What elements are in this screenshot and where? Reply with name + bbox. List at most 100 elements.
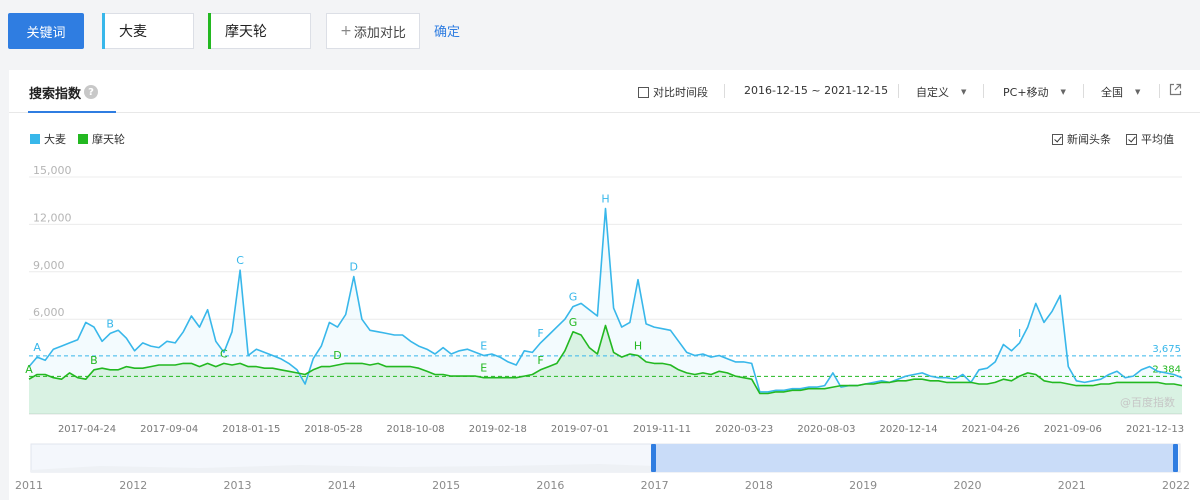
average-value-label: 3,675	[1152, 344, 1181, 355]
checkbox-icon	[638, 86, 649, 98]
device-select[interactable]: PC+移动 ▼	[1003, 84, 1066, 100]
event-marker[interactable]: A	[33, 341, 41, 354]
x-tick-label: 2018-05-28	[304, 424, 362, 435]
event-marker[interactable]: C	[236, 254, 244, 267]
navigator-year-label: 2011	[15, 479, 43, 492]
x-tick-label: 2017-09-04	[140, 424, 198, 435]
x-tick-label: 2018-01-15	[222, 424, 280, 435]
y-tick-label: 12,000	[33, 211, 72, 224]
x-tick-label: 2018-10-08	[387, 424, 445, 435]
navigator-year-label: 2014	[328, 479, 356, 492]
compare-period-toggle[interactable]: 对比时间段	[638, 84, 708, 100]
news-headlines-label: 新闻头条	[1067, 133, 1111, 146]
event-marker[interactable]: C	[220, 347, 228, 360]
divider	[898, 84, 899, 98]
navigator-year-label: 2015	[432, 479, 460, 492]
divider	[1083, 84, 1084, 98]
navigator-handle-right[interactable]	[1173, 444, 1178, 472]
news-headlines-toggle[interactable]: 新闻头条	[1052, 131, 1111, 147]
x-tick-label: 2019-07-01	[551, 424, 609, 435]
event-marker[interactable]: H	[601, 193, 609, 206]
keyword-color-bar	[102, 13, 105, 49]
event-marker[interactable]: B	[90, 354, 98, 367]
checkbox-checked-icon	[1052, 133, 1063, 145]
event-marker[interactable]: F	[537, 327, 543, 340]
x-tick-label: 2020-08-03	[797, 424, 855, 435]
keyword-label: 摩天轮	[225, 24, 267, 40]
keyword-input-1[interactable]: 大麦	[102, 13, 194, 49]
confirm-link[interactable]: 确定	[434, 25, 461, 40]
divider	[983, 84, 984, 98]
custom-label: 自定义	[916, 86, 949, 99]
legend-label[interactable]: 大麦	[44, 133, 66, 146]
navigator-year-label: 2022	[1162, 479, 1190, 492]
date-range-label: 2016-12-15 ~ 2021-12-15	[744, 84, 889, 97]
x-tick-label: 2020-12-14	[879, 424, 937, 435]
series-line[interactable]	[28, 324, 1183, 395]
chart-legend: 大麦 摩天轮	[30, 131, 125, 147]
event-marker[interactable]: F	[537, 354, 543, 367]
navigator-year-label: 2013	[224, 479, 252, 492]
average-value-label: 2,384	[1152, 364, 1181, 375]
keyword-color-bar	[208, 13, 211, 49]
legend-swatch	[78, 134, 88, 144]
navigator-year-label: 2019	[849, 479, 877, 492]
average-toggle[interactable]: 平均值	[1126, 131, 1174, 147]
watermark: @百度指数	[1120, 395, 1175, 409]
event-marker[interactable]: E	[480, 340, 487, 353]
event-marker[interactable]: E	[480, 362, 487, 375]
external-link-icon[interactable]	[1169, 83, 1182, 96]
region-label: 全国	[1101, 86, 1123, 99]
series-line[interactable]	[28, 207, 1183, 393]
x-tick-label: 2019-11-11	[633, 424, 691, 435]
keyword-input-2[interactable]: 摩天轮	[208, 13, 311, 49]
search-index-panel: 搜索指数 ? 对比时间段 2016-12-15 ~ 2021-12-15 自定义…	[9, 70, 1200, 500]
event-marker[interactable]: D	[350, 261, 358, 274]
event-marker[interactable]: G	[569, 316, 578, 329]
x-tick-label: 2021-12-13	[1126, 424, 1184, 435]
navigator-year-label: 2016	[536, 479, 564, 492]
add-compare-button[interactable]: + 添加对比	[326, 13, 420, 49]
event-marker[interactable]: G	[569, 291, 578, 304]
average-label: 平均值	[1141, 133, 1174, 146]
navigator-history-area	[31, 464, 654, 472]
event-marker[interactable]: B	[106, 317, 114, 330]
compare-period-label: 对比时间段	[653, 86, 708, 99]
keyword-label: 大麦	[119, 24, 147, 40]
divider	[724, 84, 725, 98]
legend-swatch	[30, 134, 40, 144]
custom-select[interactable]: 自定义 ▼	[916, 84, 966, 100]
keyword-tab-button[interactable]: 关键词	[8, 13, 84, 49]
event-marker[interactable]: A	[25, 363, 33, 376]
caret-down-icon: ▼	[1135, 88, 1141, 96]
navigator-handle-left[interactable]	[651, 444, 656, 472]
divider	[1159, 84, 1160, 98]
navigator-year-label: 2020	[953, 479, 981, 492]
navigator-year-label: 2021	[1058, 479, 1086, 492]
x-tick-label: 2019-02-18	[469, 424, 527, 435]
add-compare-label: 添加对比	[353, 25, 406, 41]
navigator-year-label: 2012	[119, 479, 147, 492]
series-area	[29, 325, 1182, 414]
region-select[interactable]: 全国 ▼	[1101, 84, 1140, 100]
tab-search-index[interactable]: 搜索指数	[29, 87, 82, 102]
x-tick-label: 2021-09-06	[1044, 424, 1102, 435]
device-label: PC+移动	[1003, 86, 1049, 99]
help-icon[interactable]: ?	[84, 85, 98, 99]
event-marker[interactable]: D	[333, 349, 341, 362]
navigator-selection[interactable]	[654, 444, 1176, 472]
caret-down-icon: ▼	[961, 88, 967, 96]
series-area	[29, 208, 1182, 414]
y-tick-label: 9,000	[33, 259, 65, 272]
legend-label[interactable]: 摩天轮	[92, 133, 125, 146]
y-tick-label: 6,000	[33, 306, 65, 319]
event-marker[interactable]: H	[634, 340, 642, 353]
event-marker[interactable]: I	[1018, 327, 1021, 340]
navigator-year-label: 2018	[745, 479, 773, 492]
x-tick-label: 2021-04-26	[962, 424, 1020, 435]
date-range-picker[interactable]: 2016-12-15 ~ 2021-12-15	[744, 84, 888, 97]
plus-icon: +	[340, 23, 352, 39]
keyword-toolbar: 关键词 大麦 摩天轮 + 添加对比 确定	[0, 0, 1200, 62]
navigator-year-label: 2017	[641, 479, 669, 492]
